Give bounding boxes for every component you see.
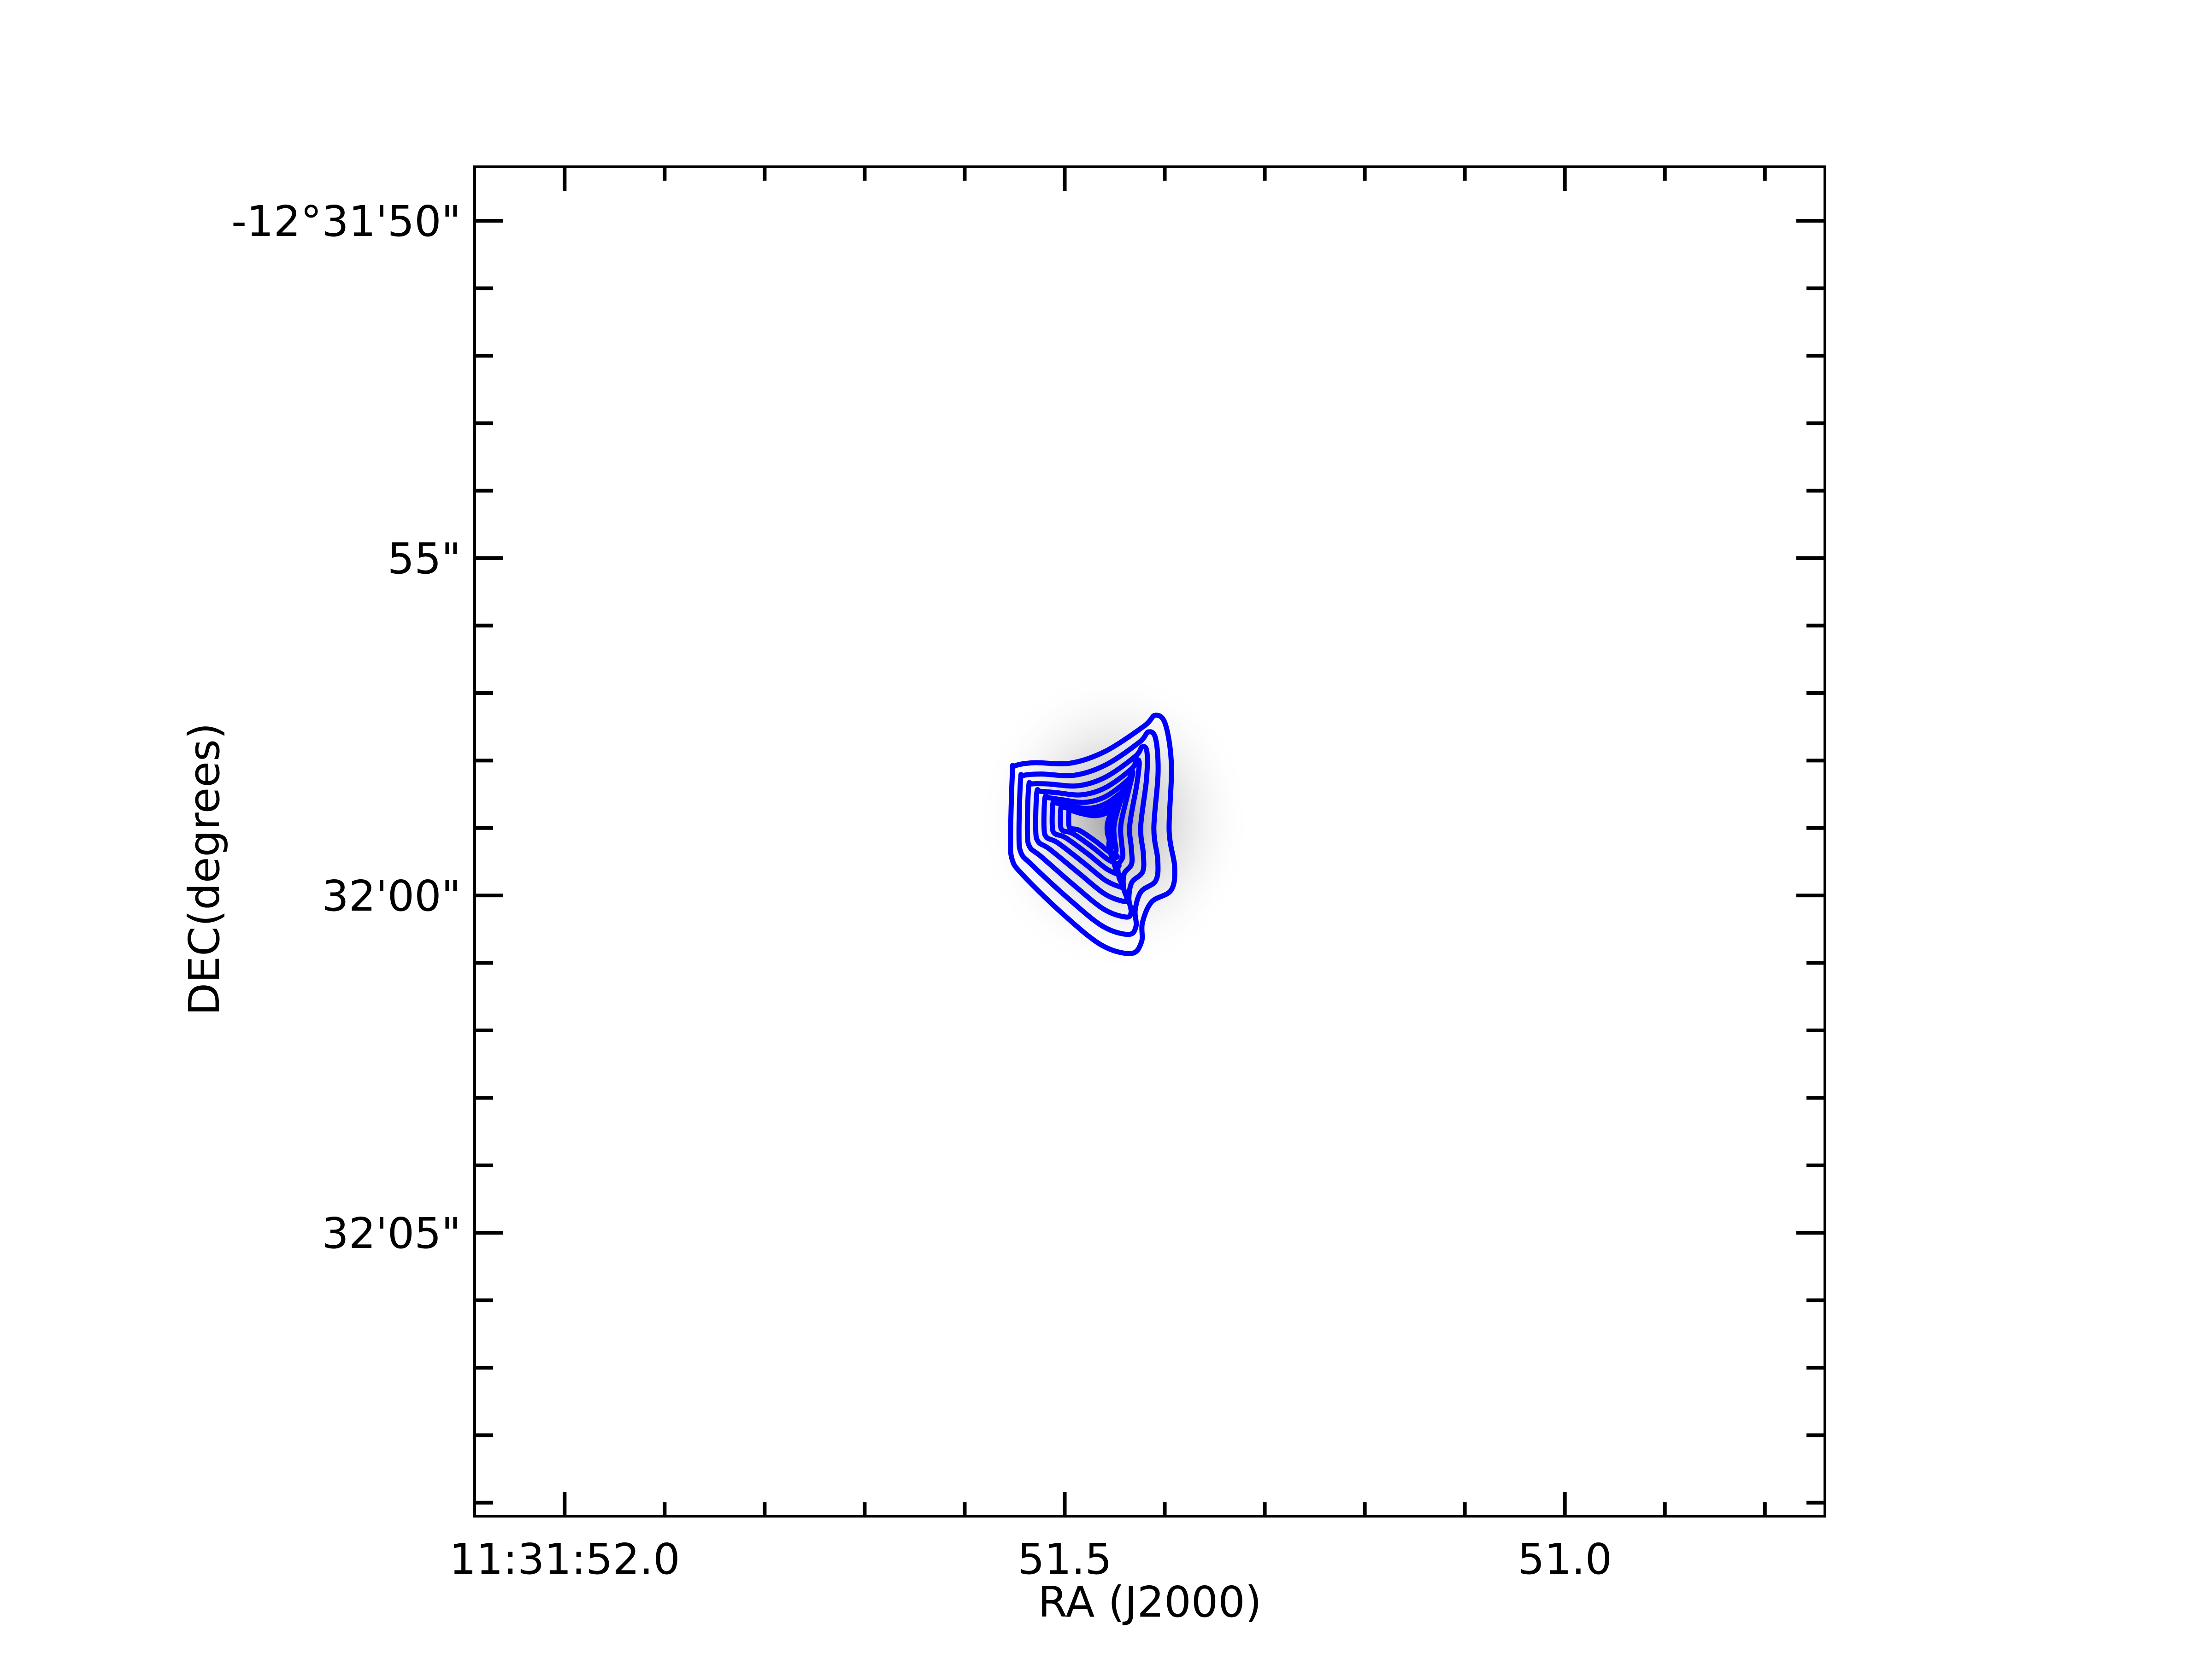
plot-frame <box>473 165 1826 1518</box>
x-axis-label: RA (J2000) <box>1038 1577 1261 1627</box>
contour-level-5 <box>1041 768 1135 891</box>
contour-level-4 <box>1033 757 1142 904</box>
y-axis-label: DEC(degrees) <box>180 723 229 1015</box>
contour-level-2 <box>1016 729 1161 937</box>
y-tick-label: 32'05" <box>322 1209 461 1258</box>
contour-level-3 <box>1024 744 1150 920</box>
contour-level-8 <box>1066 794 1124 860</box>
y-tick-label: 32'00" <box>322 871 461 921</box>
contour-level-1 <box>1008 712 1177 956</box>
tick-labels: 11:31:52.0 51.5 51.0 -12°31'50" 55" 32'00" 32'… <box>231 197 1612 1584</box>
x-tick-label: 51.0 <box>1518 1535 1612 1584</box>
y-tick-label: -12°31'50" <box>231 197 461 246</box>
x-tick-label: 51.5 <box>1018 1535 1112 1584</box>
x-tick-label: 11:31:52.0 <box>449 1535 680 1584</box>
contour-level-6 <box>1049 778 1130 879</box>
axis-ticks <box>475 167 1825 1516</box>
contour-set <box>1008 712 1177 956</box>
y-tick-label: 55" <box>388 534 461 583</box>
